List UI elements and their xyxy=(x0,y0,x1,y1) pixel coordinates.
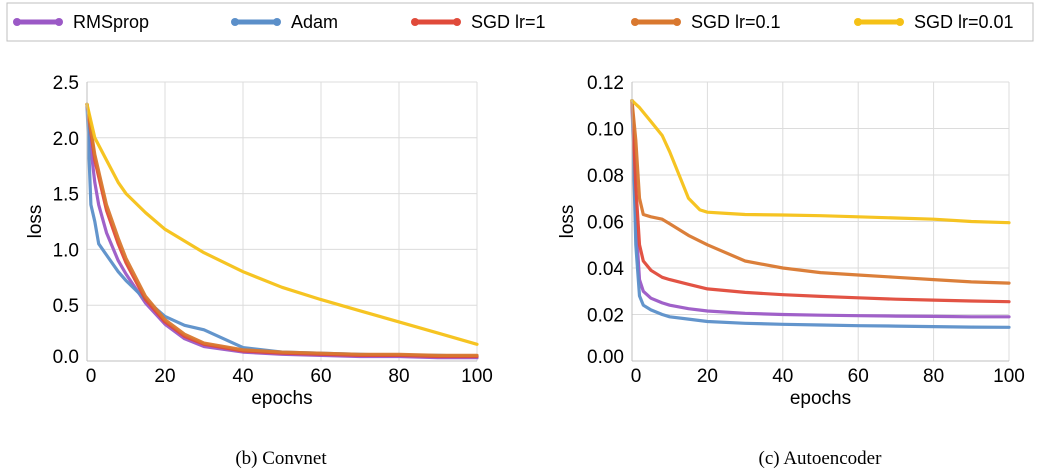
series-line-sgd-lr-0-01 xyxy=(85,102,479,346)
series-line-sgd-lr-0-1 xyxy=(630,98,1011,285)
x-tick-label: 40 xyxy=(772,366,793,387)
x-tick-label: 80 xyxy=(923,366,944,387)
y-axis-title: loss xyxy=(25,205,46,239)
legend-label: SGD lr=1 xyxy=(471,12,546,32)
series-line-adam xyxy=(85,102,479,359)
x-tick-label: 100 xyxy=(993,366,1025,387)
y-tick-label: 0.00 xyxy=(587,347,624,368)
figure-caption: (b) Convnet xyxy=(235,448,327,469)
legend: RMSprop Adam SGD lr=1 SGD lr=0.1 SGD lr=0.01 xyxy=(6,2,1034,42)
x-tick-label: 60 xyxy=(310,366,331,387)
series-line-rmsprop xyxy=(85,102,479,360)
legend-marker xyxy=(13,18,21,26)
legend-marker xyxy=(411,18,419,26)
legend-marker xyxy=(854,18,862,26)
y-axis-title: loss xyxy=(557,205,578,239)
y-tick-label: 0.10 xyxy=(587,120,624,141)
convnet-chart: 0.0 0.5 1.0 1.5 2.0 2.5 0 20 40 60 80 100 epochs loss… xyxy=(25,73,493,469)
y-tick-label: 0.12 xyxy=(587,73,624,94)
autoencoder-chart: 0.00 0.02 0.04 0.06 0.08 0.10 0.12 0 20 40 60 80 100… xyxy=(557,73,1025,469)
x-tick-label: 40 xyxy=(232,366,253,387)
x-tick-label: 20 xyxy=(697,366,718,387)
legend-marker xyxy=(231,18,239,26)
y-tick-label: 1.5 xyxy=(53,185,79,206)
x-tick-label: 0 xyxy=(86,366,97,387)
x-axis-title: epochs xyxy=(790,388,851,409)
x-tick-label: 60 xyxy=(848,366,869,387)
y-tick-label: 0.5 xyxy=(53,296,79,317)
x-tick-label: 80 xyxy=(388,366,409,387)
legend-label: RMSprop xyxy=(73,12,149,32)
legend-marker xyxy=(273,18,281,26)
y-tick-label: 2.5 xyxy=(53,73,79,94)
y-tick-label: 0.02 xyxy=(587,306,624,327)
legend-label: Adam xyxy=(291,12,338,32)
legend-marker xyxy=(55,18,63,26)
y-tick-label: 0.04 xyxy=(587,259,624,280)
x-axis-title: epochs xyxy=(251,388,312,409)
y-tick-label: 2.0 xyxy=(53,129,79,150)
y-tick-label: 0.0 xyxy=(53,347,79,368)
y-tick-label: 0.08 xyxy=(587,166,624,187)
legend-label: SGD lr=0.01 xyxy=(914,12,1014,32)
y-tick-label: 0.06 xyxy=(587,213,624,234)
series-line-sgd-lr-1 xyxy=(85,102,479,359)
series-line-adam xyxy=(630,98,1011,329)
series-line-rmsprop xyxy=(630,98,1011,319)
series-line-sgd-lr-0-1 xyxy=(85,102,479,357)
legend-marker xyxy=(673,18,681,26)
figure-caption: (c) Autoencoder xyxy=(759,448,883,469)
legend-marker xyxy=(631,18,639,26)
series-line-sgd-lr-1 xyxy=(630,98,1011,304)
x-tick-label: 20 xyxy=(154,366,175,387)
legend-marker xyxy=(453,18,461,26)
legend-marker xyxy=(896,18,904,26)
x-tick-label: 0 xyxy=(631,366,642,387)
series-line-sgd-lr-0-01 xyxy=(630,98,1011,225)
legend-label: SGD lr=0.1 xyxy=(691,12,781,32)
y-tick-label: 1.0 xyxy=(53,240,79,261)
x-tick-label: 100 xyxy=(461,366,493,387)
